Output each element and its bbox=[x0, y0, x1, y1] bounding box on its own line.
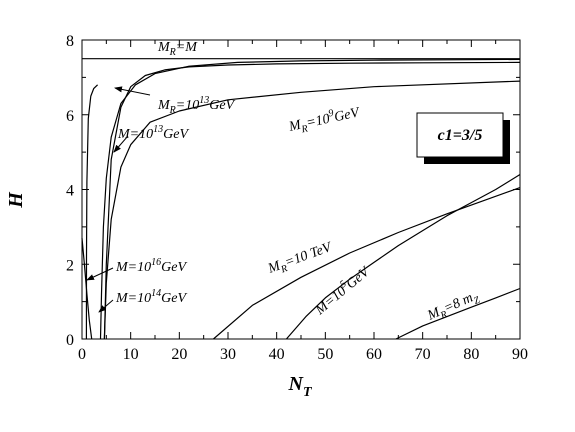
x-tick-label: 10 bbox=[123, 346, 139, 363]
series-line-5 bbox=[81, 238, 93, 340]
annotation-label: M=1013GeV bbox=[117, 124, 189, 142]
annotation-arrow bbox=[114, 86, 151, 96]
x-tick-label: 60 bbox=[366, 346, 382, 363]
y-tick-label: 4 bbox=[66, 183, 74, 200]
y-tick-label: 6 bbox=[66, 108, 74, 125]
series-line-7 bbox=[213, 187, 521, 340]
annotation-arrow bbox=[86, 267, 114, 281]
x-tick-label: 70 bbox=[415, 346, 431, 363]
x-tick-label: 90 bbox=[512, 346, 528, 363]
x-tick-label: 40 bbox=[269, 346, 285, 363]
y-tick-label: 2 bbox=[66, 257, 74, 274]
series-line-2 bbox=[103, 61, 521, 340]
annotation-label: M=105GeV bbox=[310, 262, 373, 319]
x-tick-label: 50 bbox=[317, 346, 333, 363]
series-line-4 bbox=[85, 84, 99, 340]
annotations: MR=M MR=1013GeV M=1013GeV MR=109GeV M=1016Ge… bbox=[115, 40, 482, 327]
series-line-9 bbox=[395, 287, 521, 340]
annotation-label: M=1016GeV bbox=[115, 257, 187, 275]
annotation-label: MR=M bbox=[157, 40, 198, 58]
x-tick-label: 30 bbox=[220, 346, 236, 363]
y-tick-label: 8 bbox=[66, 33, 74, 50]
x-tick-label: 20 bbox=[171, 346, 187, 363]
annotation-label: M=1014GeV bbox=[115, 288, 187, 306]
series-line-6 bbox=[99, 58, 521, 340]
x-tick-label: 80 bbox=[463, 346, 479, 363]
annotation-arrows bbox=[86, 86, 151, 313]
annotation-label: MR=8 mZ bbox=[425, 288, 482, 327]
x-tick-label: 0 bbox=[78, 346, 86, 363]
y-axis-label: H bbox=[5, 191, 27, 209]
series-line-8 bbox=[285, 173, 521, 340]
y-tick-label: 0 bbox=[66, 332, 74, 349]
annotation-label: MR=1013GeV bbox=[157, 95, 236, 116]
annotation-arrow bbox=[98, 299, 114, 313]
series-line-3 bbox=[103, 80, 521, 340]
x-axis-label: NT bbox=[287, 373, 312, 400]
axis-ticks: 0 10 20 30 40 50 60 70 80 90 0 2 4 6 8 bbox=[66, 33, 528, 363]
annotation-label: MR=109GeV bbox=[286, 102, 362, 138]
annotation-label: MR=10 TeV bbox=[265, 240, 335, 280]
parameter-box: c1=3/5 bbox=[416, 112, 510, 164]
annotation-arrow bbox=[113, 135, 129, 153]
box-text: c1=3/5 bbox=[438, 127, 483, 144]
series-lines bbox=[81, 58, 521, 340]
